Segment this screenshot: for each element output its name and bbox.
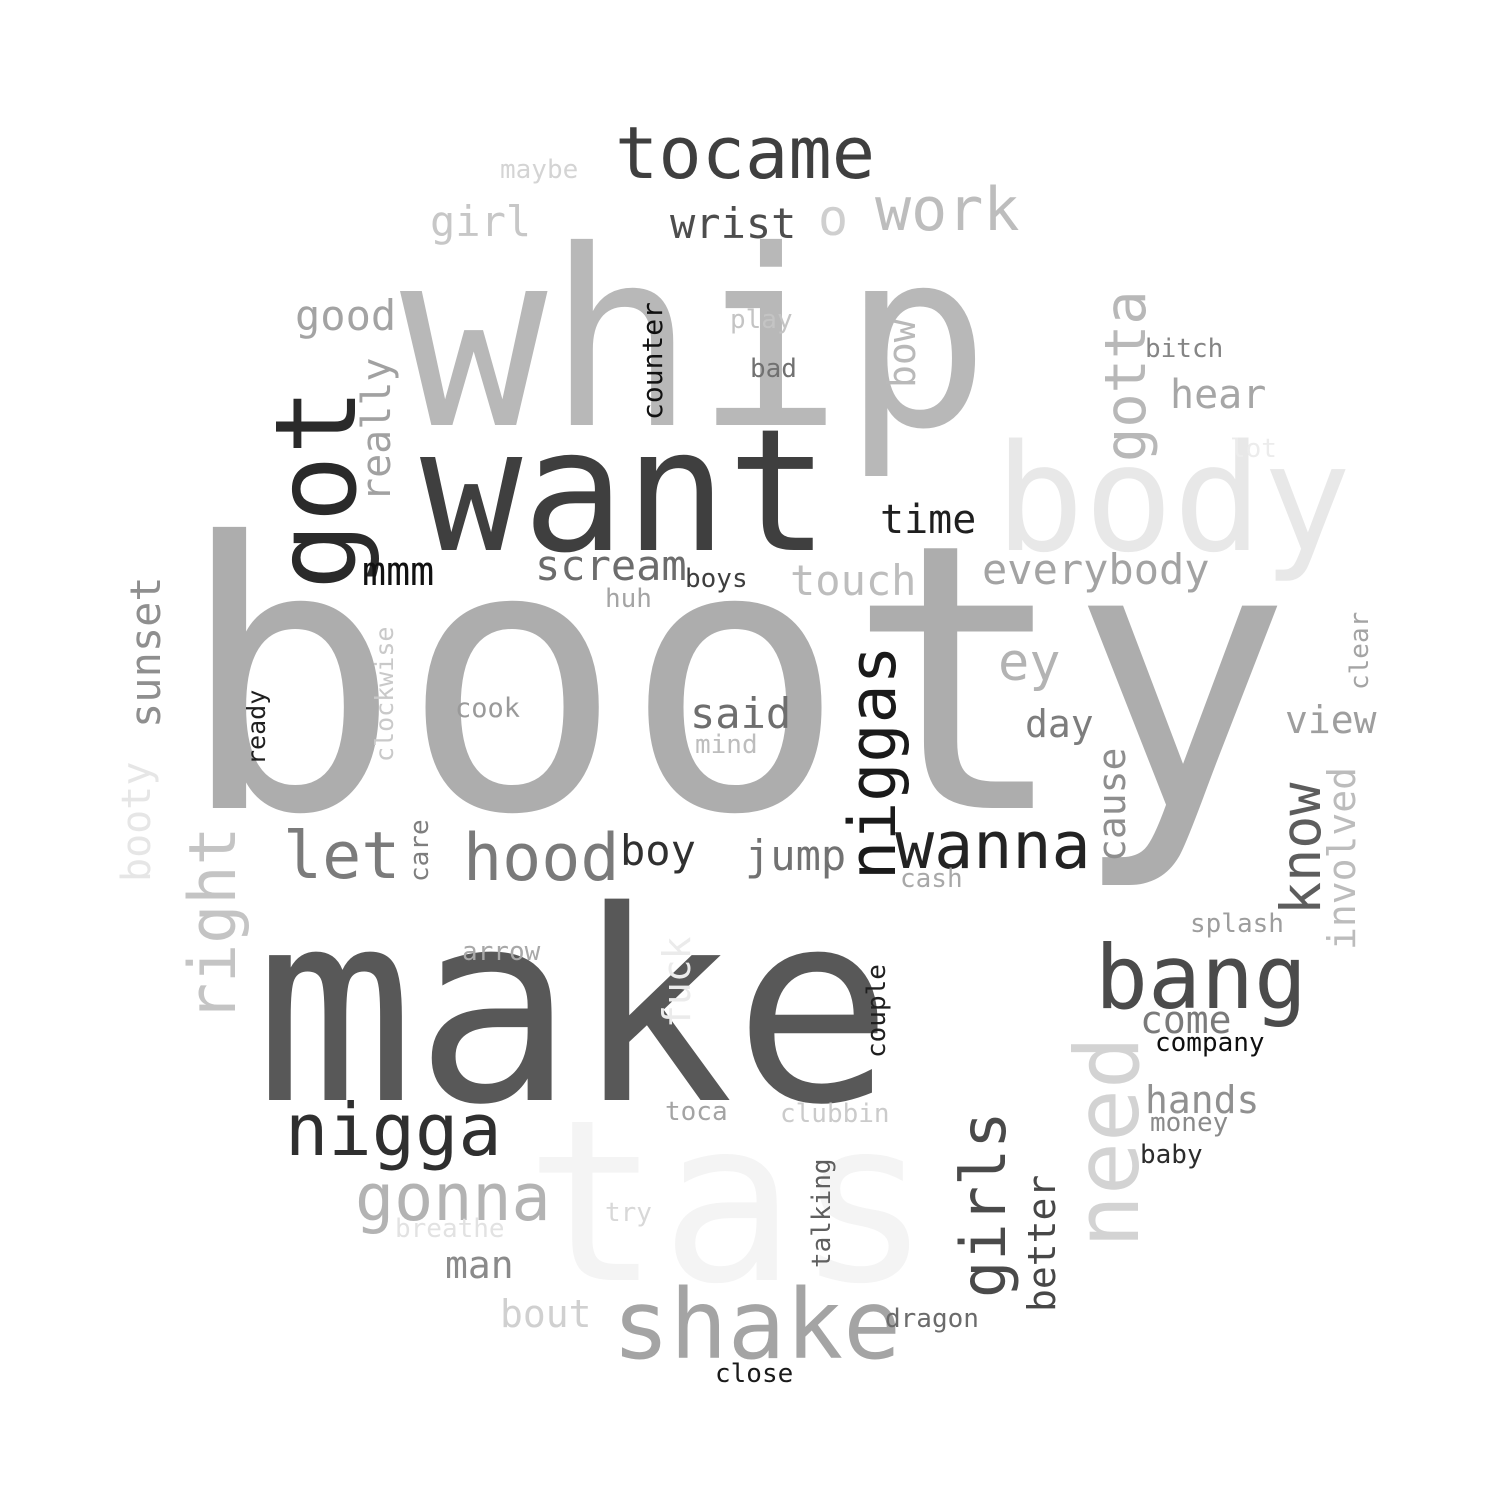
word-close: close <box>715 1359 793 1389</box>
word-hear: hear <box>1170 372 1266 418</box>
word-jump: jump <box>745 831 846 880</box>
word-need: need <box>1056 1036 1159 1248</box>
word-time: time <box>880 497 976 543</box>
word-make: make <box>255 855 893 1163</box>
word-everybody: everybody <box>982 545 1210 594</box>
word-gonna: gonna <box>355 1161 551 1236</box>
word-day: day <box>1025 702 1094 746</box>
word-fuck: fuck <box>655 936 699 1028</box>
word-work: work <box>875 175 1020 245</box>
word-tas: tas <box>525 1072 931 1334</box>
word-involved: involved <box>1320 767 1364 950</box>
word-counter: counter <box>636 302 669 420</box>
word-said: said <box>690 689 791 738</box>
word-breathe: breathe <box>395 1214 505 1244</box>
word-better: better <box>1020 1175 1064 1312</box>
word-good: good <box>295 291 396 340</box>
word-come: come <box>1140 998 1232 1042</box>
word-dragon: dragon <box>885 1304 979 1334</box>
word-touch: touch <box>790 556 916 605</box>
word-care: care <box>405 819 435 882</box>
word-bow: bow <box>880 319 924 388</box>
word-cause: cause <box>1090 748 1134 862</box>
word-boys: boys <box>685 564 748 594</box>
word-booty: booty <box>178 466 1292 896</box>
word-bang: bang <box>1095 926 1307 1029</box>
word-gotta: gotta <box>1093 290 1159 462</box>
word-bitch: bitch <box>1145 334 1223 364</box>
word-really: really <box>354 358 400 503</box>
word-view: view <box>1285 698 1377 742</box>
word-wrist: wrist <box>670 199 796 248</box>
word-clockwise: clockwise <box>370 627 399 762</box>
word-ready: ready <box>242 690 271 765</box>
word-body: body <box>995 413 1351 585</box>
word-cook: cook <box>455 693 520 724</box>
word-right: right <box>176 826 251 1022</box>
word-talking: talking <box>807 1158 837 1268</box>
word-got: got <box>252 388 382 590</box>
word-tocame: tocame <box>615 111 875 195</box>
word-money: money <box>1150 1108 1228 1138</box>
word-booty: booty <box>114 762 160 882</box>
word-toca: toca <box>665 1097 728 1127</box>
word-play: play <box>730 305 793 335</box>
word-girl: girl <box>430 197 531 246</box>
word-huh: huh <box>605 584 652 614</box>
word-try: try <box>605 1198 652 1228</box>
word-niggas: niggas <box>836 645 911 880</box>
word-want: want <box>420 393 829 591</box>
word-girls: girls <box>947 1111 1020 1298</box>
word-baby: baby <box>1140 1140 1203 1170</box>
word-shake: shake <box>612 1269 901 1381</box>
word-company: company <box>1155 1028 1265 1058</box>
word-bout: bout <box>500 1292 592 1336</box>
word-clear: clear <box>1345 612 1375 690</box>
word-lot: lot <box>1230 434 1277 464</box>
word-o: o <box>818 189 848 247</box>
word-let: let <box>283 819 400 894</box>
word-mind: mind <box>695 730 758 760</box>
word-scream: scream <box>535 541 687 590</box>
word-bad: bad <box>750 354 797 384</box>
word-clubbin: clubbin <box>780 1099 890 1129</box>
word-splash: splash <box>1190 909 1284 939</box>
word-maybe: maybe <box>500 155 578 185</box>
word-sunset: sunset <box>121 576 170 728</box>
word-hood: hood <box>463 821 620 896</box>
word-wanna: wanna <box>895 809 1091 884</box>
word-hands: hands <box>1145 1078 1259 1122</box>
word-boy: boy <box>620 826 696 875</box>
word-arrow: arrow <box>462 937 541 967</box>
word-whip: whip <box>400 198 990 483</box>
word-ey: ey <box>998 633 1061 693</box>
word-cash: cash <box>900 864 963 894</box>
word-couple: couple <box>862 964 892 1058</box>
word-mmm: mmm <box>362 549 434 595</box>
word-man: man <box>445 1243 514 1287</box>
word-know: know <box>1269 782 1333 915</box>
word-nigga: nigga <box>285 1088 502 1172</box>
